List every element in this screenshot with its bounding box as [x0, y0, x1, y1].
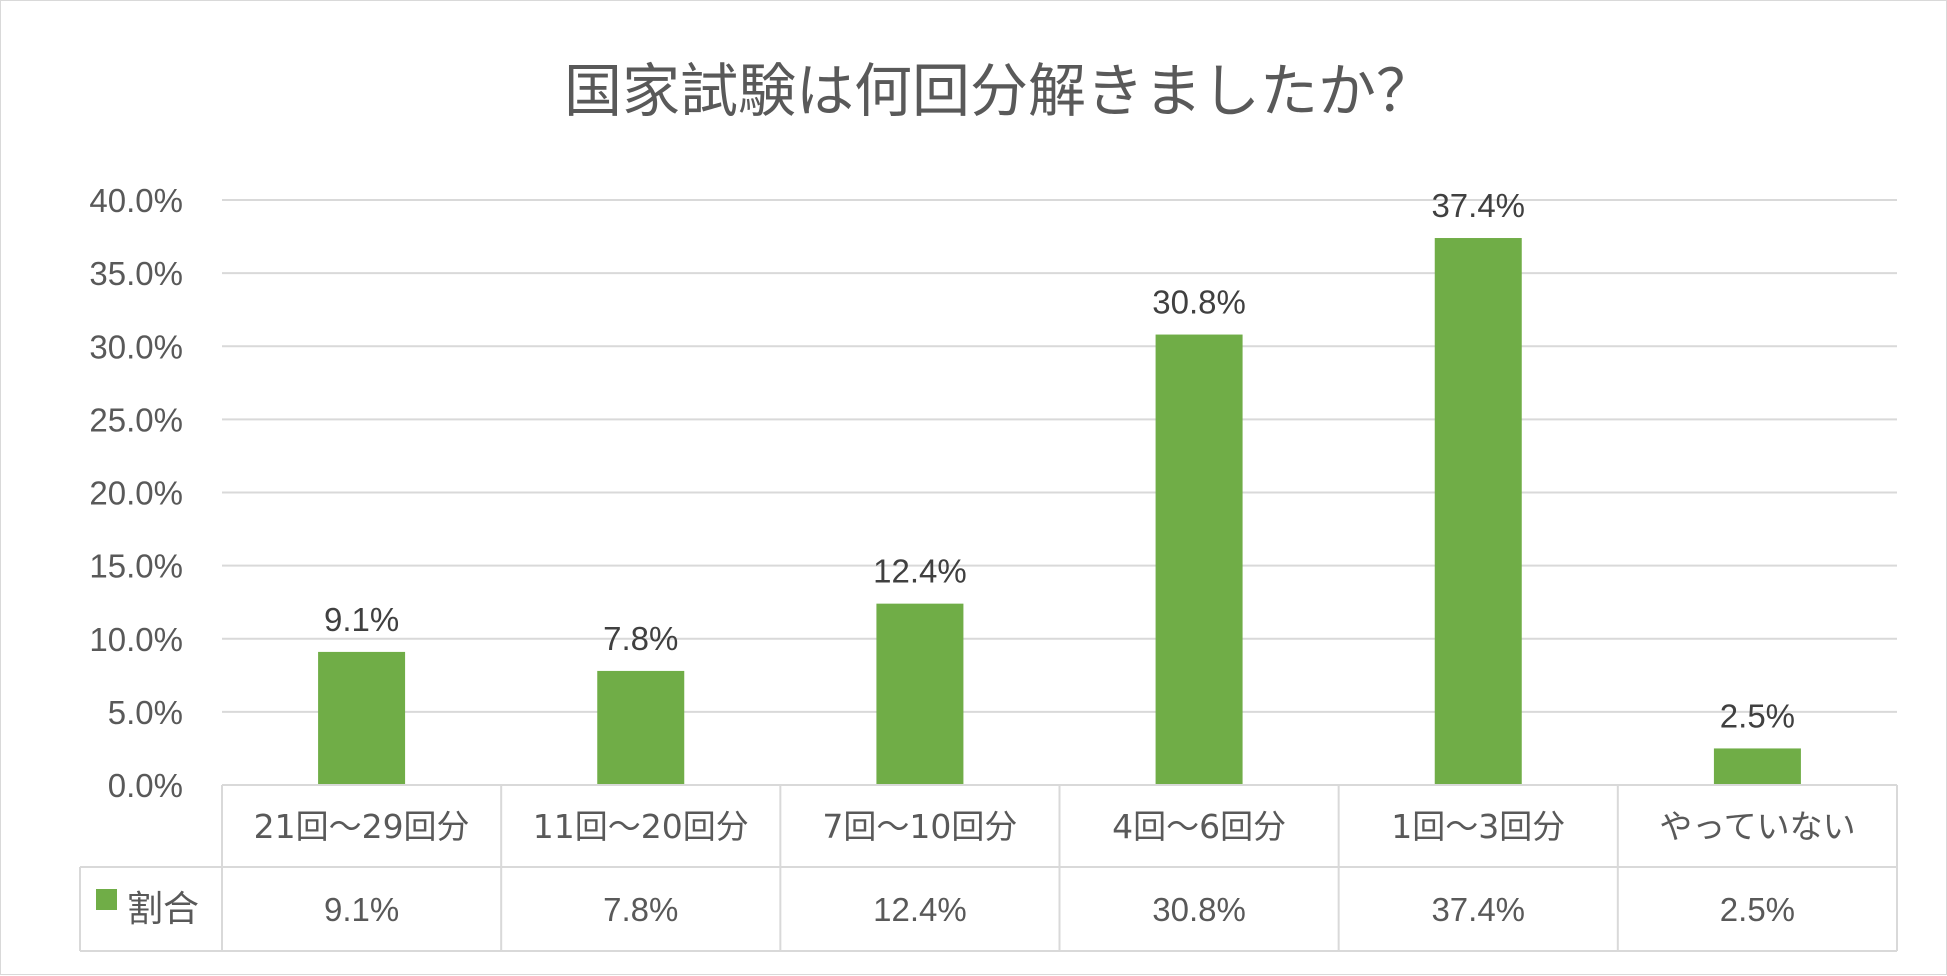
category-label: 1回～3回分	[1391, 807, 1565, 846]
grid-layer	[222, 199, 1897, 713]
bar-data-label: 9.1%	[324, 601, 399, 638]
category-label: 7回～10回分	[822, 807, 1017, 846]
table-value: 12.4%	[873, 891, 967, 928]
bar-data-label: 7.8%	[603, 620, 678, 657]
y-tick-label: 0.0%	[108, 767, 183, 804]
y-tick-label: 5.0%	[108, 694, 183, 731]
legend-label: 割合	[127, 889, 199, 930]
bar-series	[318, 238, 1801, 785]
y-tick-label: 40.0%	[89, 182, 183, 219]
y-tick-label: 35.0%	[89, 255, 183, 292]
bar-data-label: 2.5%	[1720, 697, 1795, 734]
chart-title: 国家試験は何回分解きましたか？	[564, 57, 1434, 125]
table-value: 30.8%	[1152, 891, 1246, 928]
bar	[1155, 334, 1243, 785]
table-value: 37.4%	[1431, 891, 1525, 928]
bar	[1434, 238, 1522, 785]
table-value: 9.1%	[324, 891, 399, 928]
bar	[597, 670, 685, 785]
category-label: やっていない	[1659, 807, 1855, 846]
category-label: 4回～6回分	[1112, 807, 1286, 846]
bar-data-label: 30.8%	[1152, 284, 1246, 321]
data-table: 21回～29回分 9.1% 11回～20回分 7.8% 7回～10回分 12.4% 4回～6…	[79, 784, 1898, 952]
bar	[318, 651, 406, 785]
y-tick-label: 10.0%	[89, 621, 183, 658]
bar-data-label: 12.4%	[873, 553, 967, 590]
y-tick-label: 25.0%	[89, 401, 183, 438]
y-tick-label: 15.0%	[89, 548, 183, 585]
data-labels: 9.1% 7.8% 12.4% 30.8% 37.4% 2.5%	[324, 187, 1795, 734]
table-value: 2.5%	[1720, 891, 1795, 928]
category-label: 21回～29回分	[254, 807, 470, 846]
y-axis: 0.0% 5.0% 10.0% 15.0% 20.0% 25.0% 30.0% 35.0% 40…	[89, 182, 183, 804]
y-tick-label: 20.0%	[89, 475, 183, 512]
bar	[876, 603, 964, 785]
bar-data-label: 37.4%	[1431, 187, 1525, 224]
category-label: 11回～20回分	[533, 807, 749, 846]
legend-swatch	[96, 889, 117, 910]
y-tick-label: 30.0%	[89, 328, 183, 365]
bar	[1713, 748, 1801, 785]
table-value: 7.8%	[603, 891, 678, 928]
